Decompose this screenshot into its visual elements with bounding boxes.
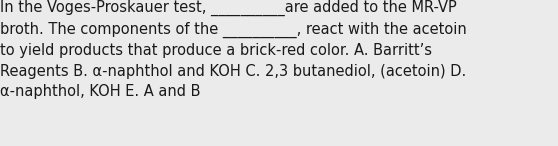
Text: In the Voges-Proskauer test, __________are added to the MR-VP
broth. The compone: In the Voges-Proskauer test, __________a… <box>0 0 467 99</box>
